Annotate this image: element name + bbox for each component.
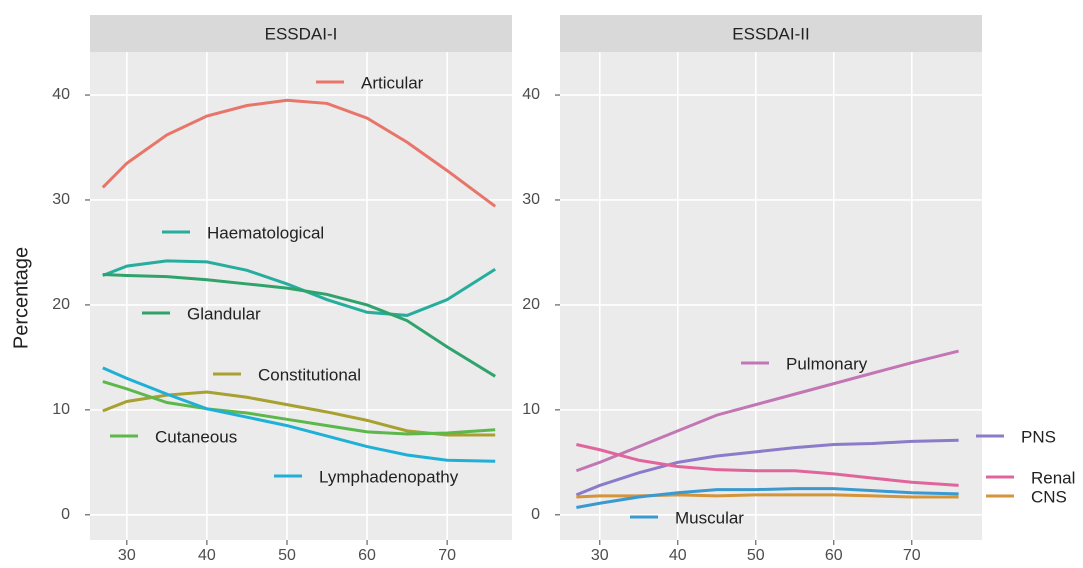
strip bbox=[560, 15, 982, 52]
legend-label: CNS bbox=[1031, 487, 1067, 506]
series-line bbox=[576, 487, 959, 509]
series-line bbox=[575, 438, 959, 497]
y-tick-label: 40 bbox=[522, 86, 540, 103]
y-tick-label: 30 bbox=[52, 191, 70, 208]
legend-label: Cutaneous bbox=[155, 427, 237, 446]
strip bbox=[90, 15, 512, 52]
y-tick-label: 30 bbox=[522, 191, 540, 208]
panel-title: ESSDAI-II bbox=[732, 24, 809, 43]
legend-label: Glandular bbox=[187, 304, 261, 323]
series-line bbox=[576, 493, 959, 499]
legend-label: PNS bbox=[1021, 427, 1056, 446]
y-tick-label: 20 bbox=[522, 296, 540, 313]
series-line bbox=[102, 366, 496, 463]
series-line bbox=[101, 98, 497, 208]
series-line bbox=[575, 349, 959, 473]
y-axis-label: Percentage bbox=[10, 247, 32, 349]
x-tick-label: 60 bbox=[358, 547, 376, 564]
y-tick-label: 40 bbox=[52, 86, 70, 103]
legend-label: Articular bbox=[361, 73, 424, 92]
legend-label: Haematological bbox=[207, 223, 324, 242]
series-line bbox=[102, 380, 496, 436]
x-tick-label: 50 bbox=[747, 547, 765, 564]
series-line bbox=[576, 443, 959, 487]
legend-label: Constitutional bbox=[258, 365, 361, 384]
y-tick-label: 0 bbox=[61, 506, 70, 523]
x-tick-label: 60 bbox=[825, 547, 843, 564]
x-tick-label: 40 bbox=[198, 547, 216, 564]
x-tick-label: 70 bbox=[903, 547, 921, 564]
y-tick-label: 0 bbox=[531, 506, 540, 523]
y-tick-label: 20 bbox=[52, 296, 70, 313]
panel-background bbox=[560, 52, 982, 540]
x-tick-label: 50 bbox=[278, 547, 296, 564]
y-tick-label: 10 bbox=[522, 401, 540, 418]
series-line bbox=[102, 272, 496, 378]
x-tick-label: 40 bbox=[669, 547, 687, 564]
x-tick-label: 30 bbox=[118, 547, 136, 564]
legend-label: Lymphadenopathy bbox=[319, 467, 459, 486]
legend-label: Pulmonary bbox=[786, 354, 868, 373]
x-tick-label: 30 bbox=[591, 547, 609, 564]
x-tick-label: 70 bbox=[438, 547, 456, 564]
panel-title: ESSDAI-I bbox=[265, 24, 338, 43]
legend-label: Muscular bbox=[675, 508, 744, 527]
series-line bbox=[102, 259, 496, 317]
y-tick-label: 10 bbox=[52, 401, 70, 418]
legend-label: Renal bbox=[1031, 468, 1075, 487]
